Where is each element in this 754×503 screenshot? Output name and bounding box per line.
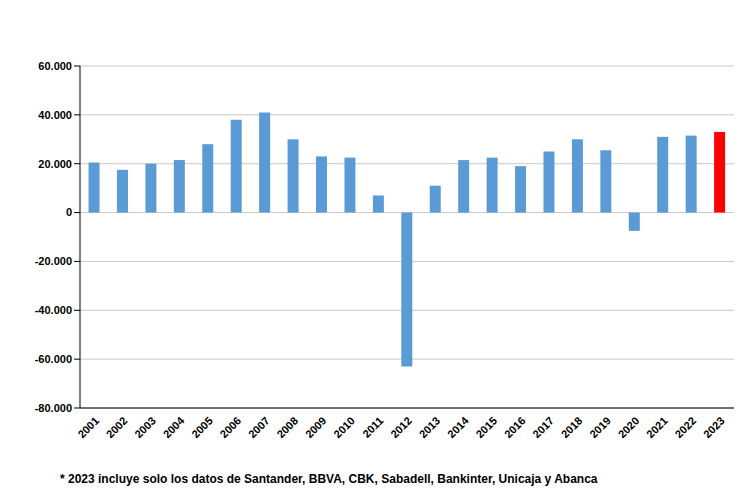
svg-text:2022: 2022	[672, 414, 698, 440]
svg-text:2010: 2010	[331, 414, 357, 440]
html-text:* 2023 incluye solo los datos: * 2023 incluye solo los datos de Santand…	[60, 472, 598, 486]
svg-text:2006: 2006	[218, 414, 244, 440]
svg-text:-40.000: -40.000	[35, 304, 72, 316]
svg-text:2012: 2012	[388, 414, 414, 440]
svg-text:2023: 2023	[701, 414, 727, 440]
svg-text:2001: 2001	[75, 414, 101, 440]
svg-text:-80.000: -80.000	[35, 402, 72, 414]
svg-text:20.000: 20.000	[38, 158, 72, 170]
svg-text:2007: 2007	[246, 414, 272, 440]
svg-text:2018: 2018	[559, 414, 585, 440]
svg-text:2013: 2013	[417, 414, 443, 440]
svg-text:2016: 2016	[502, 414, 528, 440]
svg-text:2021: 2021	[644, 414, 670, 440]
svg-text:2019: 2019	[587, 414, 613, 440]
svg-text:2005: 2005	[189, 414, 215, 440]
svg-text:2020: 2020	[616, 414, 642, 440]
svg-text:2011: 2011	[360, 414, 385, 439]
svg-text:0: 0	[66, 206, 72, 218]
svg-text:-20.000: -20.000	[35, 255, 72, 267]
svg-text:60.000: 60.000	[38, 60, 72, 72]
svg-text:2008: 2008	[274, 414, 300, 440]
svg-text:2009: 2009	[303, 414, 329, 440]
svg-text:2015: 2015	[473, 414, 499, 440]
svg-text:2014: 2014	[445, 414, 471, 440]
svg-text:2003: 2003	[132, 414, 158, 440]
svg-text:40.000: 40.000	[38, 109, 72, 121]
svg-text:-60.000: -60.000	[35, 353, 72, 365]
svg-text:2004: 2004	[161, 414, 187, 440]
svg-text:2002: 2002	[104, 414, 130, 440]
svg-text:2017: 2017	[530, 414, 556, 440]
